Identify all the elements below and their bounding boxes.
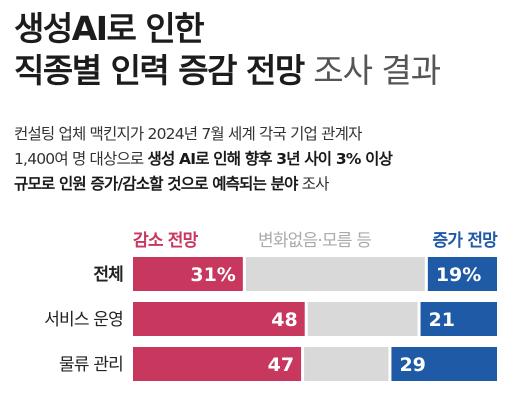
bar-decrease: [133, 257, 243, 291]
category-label: 서비스 운영: [44, 310, 123, 330]
data-label-increase: 21: [429, 309, 455, 331]
title-line-2-main: 직종별 인력 증감 전망: [14, 51, 305, 90]
bar-neutral: [245, 257, 425, 291]
data-label-increase: 29: [399, 354, 425, 376]
description-line-2: 1,400여 명 대상으로 생성 AI로 인해 향후 3년 사이 3% 이상: [14, 147, 504, 172]
bar-decrease: [133, 302, 305, 336]
stacked-bar-chart: 전체 31% 19% 서비스 운영 48 21 물류 관리 47 29: [44, 257, 497, 381]
description-line-3-plain: 조사: [297, 175, 330, 193]
chart-title: 생성AI로 인한 직종별 인력 증감 전망 조사 결과: [14, 8, 441, 92]
category-label: 전체: [93, 265, 123, 285]
data-label-increase: 19%: [436, 264, 481, 286]
bar-decrease: [133, 347, 302, 381]
description-line-3-bold: 규모로 인원 증가/감소할 것으로 예측되는 분야: [14, 175, 298, 193]
title-line-2: 직종별 인력 증감 전망 조사 결과: [14, 50, 441, 92]
description-line-3: 규모로 인원 증가/감소할 것으로 예측되는 분야 조사: [14, 172, 504, 197]
bar-increase: [420, 302, 497, 336]
bar-neutral: [304, 347, 389, 381]
description: 컨설팅 업체 맥킨지가 2024년 7월 세계 각국 기업 관계자 1,400여…: [14, 122, 504, 197]
description-line-2-bold: 생성 AI로 인해 향후 3년 사이 3% 이상: [147, 150, 393, 168]
category-label: 물류 관리: [59, 355, 123, 375]
data-label-decrease: 47: [268, 354, 294, 376]
title-line-1: 생성AI로 인한: [14, 9, 205, 48]
bar-neutral: [307, 302, 418, 336]
legend-neutral: 변화없음·모름 등: [258, 231, 372, 251]
bar-increase: [427, 257, 497, 291]
bar-increase: [391, 347, 497, 381]
title-line-2-light: 조사 결과: [303, 51, 441, 90]
legend-increase: 증가 전망: [432, 231, 498, 251]
legend-decrease: 감소 전망: [133, 231, 198, 251]
description-line-2-plain: 1,400여 명 대상으로: [14, 150, 148, 168]
description-line-1: 컨설팅 업체 맥킨지가 2024년 7월 세계 각국 기업 관계자: [14, 125, 362, 143]
data-label-decrease: 48: [271, 309, 297, 331]
data-label-decrease: 31%: [190, 264, 235, 286]
